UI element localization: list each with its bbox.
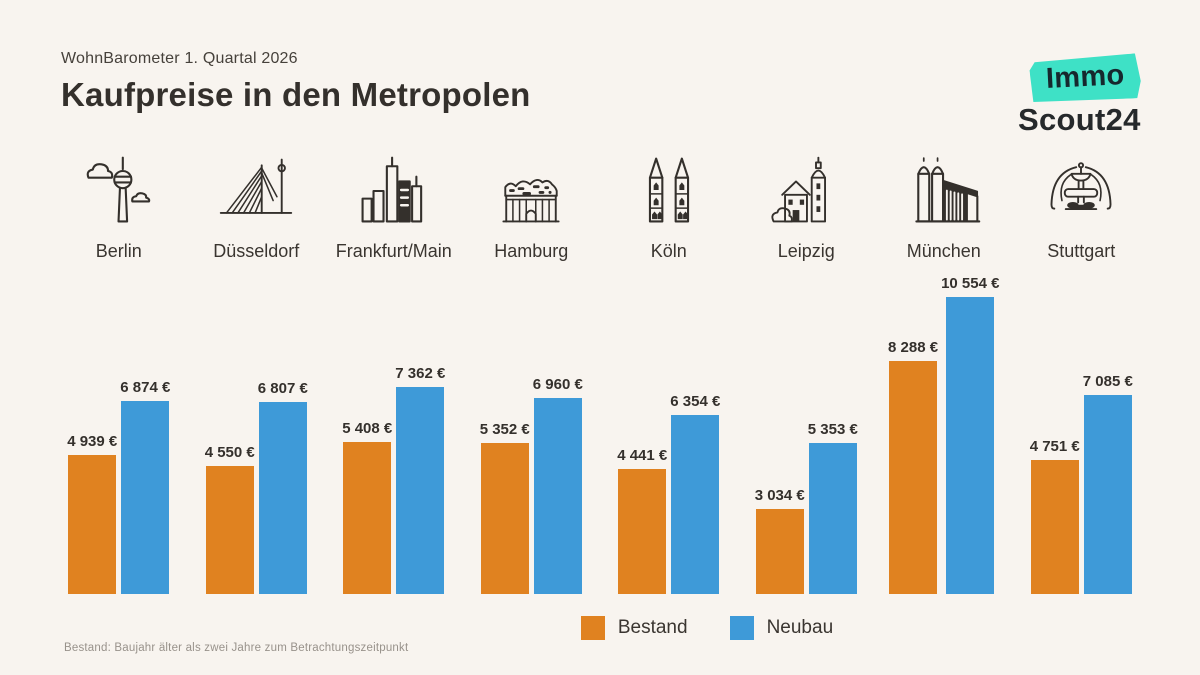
frankfurt-skyline-icon xyxy=(354,150,434,228)
bar-value-label: 6 960 € xyxy=(532,376,583,393)
city-label-leipzig: Leipzig xyxy=(777,241,835,261)
stuttgart-fountain-icon xyxy=(1041,150,1121,228)
bar-chart: 4 939 € 6 874 € 4 550 € 6 807 € 5 408 € … xyxy=(50,272,1150,594)
bar-value-label: 7 085 € xyxy=(1082,373,1133,390)
legend-item-bestand: Bestand xyxy=(580,616,688,640)
immoscout24-logo: Immo Scout24 xyxy=(1018,56,1150,138)
hamburg-elbphilharmonie-icon xyxy=(491,150,571,228)
neubau-bar-koeln xyxy=(671,415,720,594)
bar-group-leipzig: 3 034 € 5 353 € xyxy=(738,272,876,594)
neubau-swatch xyxy=(729,616,754,640)
bar-wrap: 5 408 € xyxy=(342,420,392,594)
neubau-bar-stuttgart xyxy=(1083,395,1132,594)
bestand-bar-berlin xyxy=(68,455,117,594)
bar-group-muenchen: 8 288 € 10 554 € xyxy=(875,272,1013,594)
bar-wrap: 4 751 € xyxy=(1030,438,1080,594)
legend: Bestand Neubau xyxy=(107,616,1200,640)
city-label-muenchen: München xyxy=(906,241,981,261)
city-label-duesseldorf: Düsseldorf xyxy=(213,241,300,261)
bar-value-label: 10 554 € xyxy=(941,275,1000,292)
bar-wrap: 6 874 € xyxy=(120,379,170,594)
bestand-bar-hamburg xyxy=(480,443,529,594)
bestand-swatch xyxy=(580,616,605,640)
berlin-tv-tower-icon xyxy=(79,150,159,228)
bar-value-label: 4 751 € xyxy=(1029,438,1080,455)
city-hamburg: Hamburg xyxy=(463,150,601,262)
bar-wrap: 4 441 € xyxy=(617,447,667,594)
city-berlin: Berlin xyxy=(50,150,188,262)
city-label-stuttgart: Stuttgart xyxy=(1047,241,1116,261)
city-muenchen: München xyxy=(875,150,1013,262)
bar-value-label: 6 874 € xyxy=(120,379,171,396)
city-stuttgart: Stuttgart xyxy=(1013,150,1151,262)
subtitle: WohnBarometer 1. Quartal 2026 xyxy=(61,50,298,67)
immo-badge: Immo xyxy=(1029,53,1142,104)
legend-item-neubau: Neubau xyxy=(729,616,834,640)
scout24-text: Scout24 xyxy=(1018,102,1141,137)
bar-wrap: 10 554 € xyxy=(941,275,999,594)
bar-group-frankfurt: 5 408 € 7 362 € xyxy=(325,272,463,594)
bestand-bar-leipzig xyxy=(755,509,804,594)
bar-value-label: 8 288 € xyxy=(888,339,939,356)
bar-group-duesseldorf: 4 550 € 6 807 € xyxy=(188,272,326,594)
bar-value-label: 4 939 € xyxy=(67,433,118,450)
bar-wrap: 7 085 € xyxy=(1083,373,1133,594)
city-leipzig: Leipzig xyxy=(738,150,876,262)
city-frankfurt: Frankfurt/Main xyxy=(325,150,463,262)
city-koeln: Köln xyxy=(600,150,738,262)
bar-wrap: 3 034 € xyxy=(755,487,805,594)
bar-wrap: 6 354 € xyxy=(670,393,720,594)
page-title: Kaufpreise in den Metropolen xyxy=(61,76,531,113)
legend-label-bestand: Bestand xyxy=(617,617,688,638)
bar-value-label: 3 034 € xyxy=(754,487,805,504)
city-label-berlin: Berlin xyxy=(95,241,142,261)
city-label-hamburg: Hamburg xyxy=(494,241,569,261)
neubau-bar-frankfurt xyxy=(396,387,445,594)
city-label-frankfurt: Frankfurt/Main xyxy=(335,241,452,261)
bestand-bar-koeln xyxy=(618,469,667,594)
neubau-bar-muenchen xyxy=(946,297,995,594)
bestand-bar-frankfurt xyxy=(343,442,392,594)
neubau-bar-leipzig xyxy=(808,443,857,594)
bar-wrap: 5 353 € xyxy=(808,421,858,594)
bar-value-label: 4 550 € xyxy=(204,444,255,461)
bestand-bar-stuttgart xyxy=(1030,460,1079,594)
bar-value-label: 4 441 € xyxy=(617,447,668,464)
bestand-bar-muenchen xyxy=(889,361,938,594)
duesseldorf-rhine-bridge-icon xyxy=(216,150,296,228)
bar-wrap: 7 362 € xyxy=(395,365,445,594)
bar-wrap: 8 288 € xyxy=(888,339,938,594)
bar-group-koeln: 4 441 € 6 354 € xyxy=(600,272,738,594)
bestand-bar-duesseldorf xyxy=(205,466,254,594)
munich-frauenkirche-icon xyxy=(904,150,984,228)
bar-wrap: 4 939 € xyxy=(67,433,117,594)
header: WohnBarometer 1. Quartal 2026 Kaufpreise… xyxy=(61,50,531,114)
bar-wrap: 6 807 € xyxy=(258,380,308,594)
bar-value-label: 5 408 € xyxy=(342,420,393,437)
bar-wrap: 4 550 € xyxy=(205,444,255,594)
legend-label-neubau: Neubau xyxy=(766,617,834,638)
neubau-bar-hamburg xyxy=(533,398,582,594)
bar-value-label: 6 354 € xyxy=(670,393,721,410)
footnote: Bestand: Baujahr älter als zwei Jahre zu… xyxy=(64,642,409,654)
bar-value-label: 7 362 € xyxy=(395,365,446,382)
bar-group-stuttgart: 4 751 € 7 085 € xyxy=(1013,272,1151,594)
cologne-cathedral-icon xyxy=(629,150,709,228)
bar-wrap: 5 352 € xyxy=(480,421,530,594)
leipzig-church-icon xyxy=(766,150,846,228)
city-duesseldorf: Düsseldorf xyxy=(188,150,326,262)
bar-group-berlin: 4 939 € 6 874 € xyxy=(50,272,188,594)
bar-value-label: 5 352 € xyxy=(479,421,530,438)
city-icons-row: Berlin Düsseldorf xyxy=(50,150,1150,262)
bar-value-label: 5 353 € xyxy=(807,421,858,438)
neubau-bar-duesseldorf xyxy=(258,402,307,594)
bar-wrap: 6 960 € xyxy=(533,376,583,594)
bar-value-label: 6 807 € xyxy=(257,380,308,397)
bar-group-hamburg: 5 352 € 6 960 € xyxy=(463,272,601,594)
city-label-koeln: Köln xyxy=(650,241,687,261)
neubau-bar-berlin xyxy=(121,401,170,594)
immo-badge-text: Immo xyxy=(1045,58,1126,96)
